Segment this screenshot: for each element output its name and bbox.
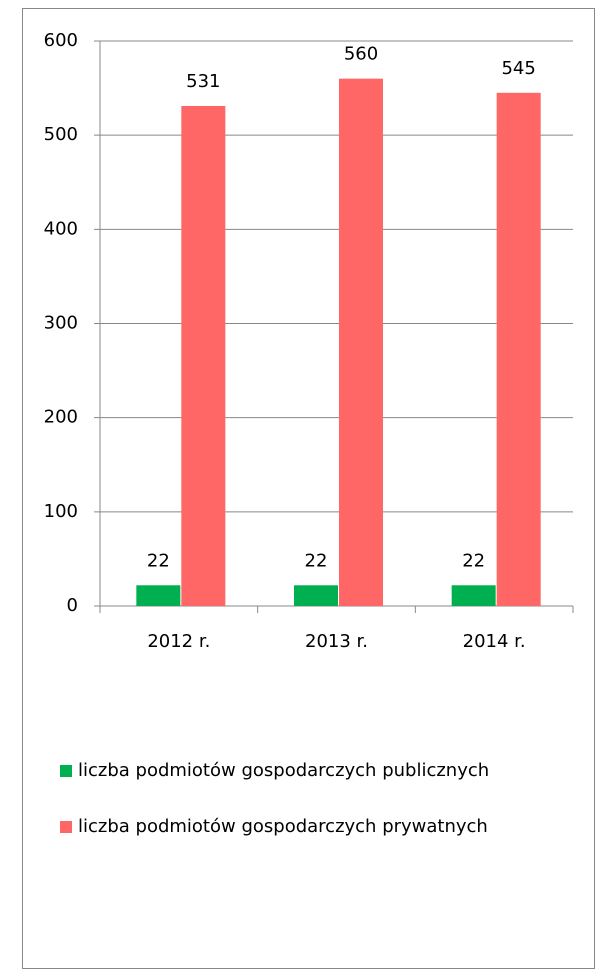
bar xyxy=(496,92,541,606)
x-tick-label: 2013 r. xyxy=(305,631,368,652)
data-label: 560 xyxy=(344,44,378,65)
y-tick-label: 600 xyxy=(44,30,78,51)
bar xyxy=(136,585,181,606)
x-tick-label: 2012 r. xyxy=(147,631,210,652)
y-tick-label: 500 xyxy=(44,124,78,145)
x-tick-label: 2014 r. xyxy=(463,631,526,652)
y-tick-label: 0 xyxy=(67,595,78,616)
y-tick-label: 200 xyxy=(44,407,78,428)
legend-swatch xyxy=(60,821,72,833)
data-label: 22 xyxy=(462,550,485,571)
y-tick-label: 300 xyxy=(44,313,78,334)
y-tick-label: 100 xyxy=(44,501,78,522)
legend-swatch xyxy=(60,765,72,777)
data-label: 531 xyxy=(186,71,220,92)
legend-label: liczba podmiotów gospodarczych publiczny… xyxy=(78,760,489,781)
data-label: 22 xyxy=(305,550,328,571)
bar xyxy=(294,585,338,606)
bar xyxy=(451,585,496,606)
bar xyxy=(339,78,383,606)
bar xyxy=(181,105,226,606)
data-label: 22 xyxy=(147,550,170,571)
y-tick-label: 400 xyxy=(44,218,78,239)
legend-label: liczba podmiotów gospodarczych prywatnyc… xyxy=(78,816,488,837)
data-label: 545 xyxy=(501,58,535,79)
